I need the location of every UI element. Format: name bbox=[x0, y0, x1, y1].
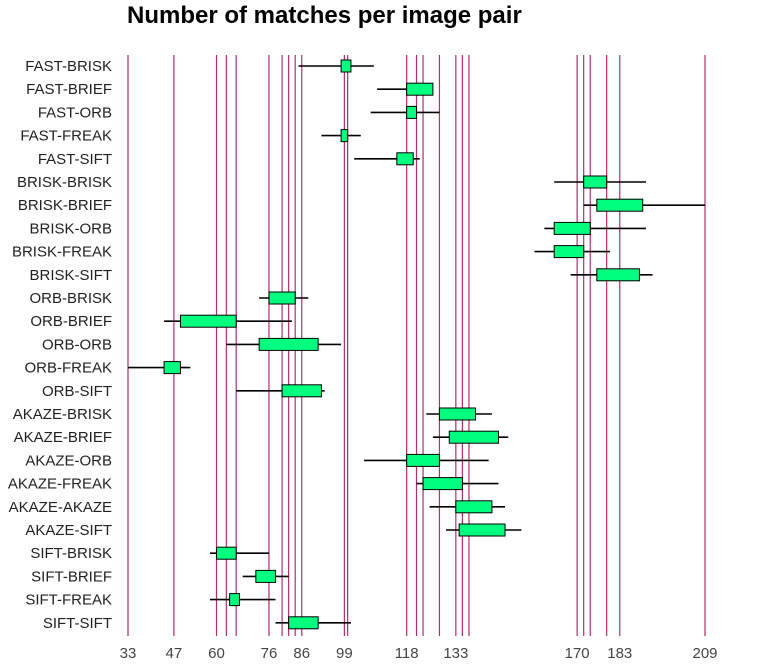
box bbox=[406, 105, 417, 119]
box bbox=[596, 268, 640, 282]
box-plot-item bbox=[426, 407, 492, 421]
x-tick-label: 33 bbox=[120, 645, 137, 662]
box-plot-item bbox=[209, 593, 276, 607]
box-plot-item bbox=[544, 221, 646, 235]
box-plot-item bbox=[554, 175, 646, 189]
category-label: ORB-BRIEF bbox=[30, 313, 112, 330]
box bbox=[406, 82, 434, 96]
box-plot-series bbox=[128, 59, 705, 630]
box-plot-item bbox=[275, 616, 351, 630]
chart-title: Number of matches per image pair bbox=[127, 2, 522, 29]
category-label: FAST-SIFT bbox=[38, 151, 112, 168]
box-plot-item bbox=[209, 546, 269, 560]
category-label: ORB-FREAK bbox=[24, 360, 112, 377]
box bbox=[553, 221, 591, 235]
category-label: FAST-BRISK bbox=[25, 58, 112, 75]
category-label: ORB-SIFT bbox=[42, 383, 112, 400]
category-label: BRISK-ORB bbox=[29, 220, 112, 237]
box bbox=[258, 337, 319, 351]
box-plot-item bbox=[416, 477, 499, 491]
category-label: BRISK-SIFT bbox=[29, 267, 112, 284]
box-plot-item bbox=[242, 569, 289, 583]
box bbox=[229, 593, 240, 607]
category-label: FAST-FREAK bbox=[20, 128, 112, 145]
box-plot-item bbox=[370, 105, 440, 119]
box-plot-item bbox=[321, 129, 361, 143]
reference-lines bbox=[127, 55, 706, 636]
box bbox=[583, 175, 608, 189]
category-label: AKAZE-SIFT bbox=[25, 522, 112, 539]
box-plot-item bbox=[534, 245, 610, 259]
box bbox=[179, 314, 237, 328]
box-plot-item bbox=[259, 291, 309, 305]
category-label: SIFT-BRIEF bbox=[31, 568, 112, 585]
x-tick-label: 183 bbox=[607, 645, 632, 662]
box-plot-item bbox=[354, 152, 420, 166]
box bbox=[216, 546, 237, 560]
category-label: AKAZE-ORB bbox=[25, 452, 112, 469]
category-label: SIFT-SIFT bbox=[43, 615, 112, 632]
x-axis-tick-labels: 33 47 60 76 86 99 118 133 170 183 209 bbox=[120, 645, 718, 662]
category-label: AKAZE-FREAK bbox=[8, 476, 112, 493]
box-plot-item bbox=[583, 198, 705, 212]
box-plot-item bbox=[164, 314, 292, 328]
category-label: ORB-ORB bbox=[42, 336, 112, 353]
box bbox=[422, 477, 463, 491]
category-label: AKAZE-AKAZE bbox=[9, 499, 112, 516]
box bbox=[396, 152, 414, 166]
x-tick-label: 76 bbox=[261, 645, 278, 662]
category-label: ORB-BRISK bbox=[29, 290, 112, 307]
x-tick-label: 170 bbox=[565, 645, 590, 662]
category-label: FAST-ORB bbox=[38, 104, 112, 121]
category-label: AKAZE-BRIEF bbox=[14, 429, 112, 446]
box-plot-item bbox=[570, 268, 653, 282]
category-label: BRISK-BRIEF bbox=[18, 197, 112, 214]
x-tick-label: 99 bbox=[336, 645, 353, 662]
category-label: BRISK-BRISK bbox=[17, 174, 112, 191]
box bbox=[255, 569, 277, 583]
box bbox=[455, 500, 493, 514]
x-tick-label: 86 bbox=[293, 645, 310, 662]
box bbox=[163, 361, 181, 375]
box-plot-item bbox=[364, 453, 489, 467]
box bbox=[406, 453, 440, 467]
x-tick-label: 133 bbox=[443, 645, 468, 662]
box bbox=[458, 523, 506, 537]
box-plot-item bbox=[128, 361, 191, 375]
box bbox=[288, 616, 319, 630]
box bbox=[281, 384, 322, 398]
box-plot-item bbox=[432, 430, 509, 444]
x-tick-label: 60 bbox=[208, 645, 225, 662]
box bbox=[340, 59, 352, 73]
x-tick-label: 209 bbox=[692, 645, 717, 662]
category-label: SIFT-BRISK bbox=[30, 545, 112, 562]
x-tick-label: 118 bbox=[395, 645, 419, 662]
box bbox=[596, 198, 644, 212]
box bbox=[438, 407, 477, 421]
category-label: AKAZE-BRISK bbox=[13, 406, 112, 423]
box bbox=[340, 129, 349, 143]
box-plot-item bbox=[226, 337, 342, 351]
box-plot-item bbox=[298, 59, 374, 73]
box-plot-item bbox=[446, 523, 522, 537]
box bbox=[553, 245, 585, 259]
box bbox=[448, 430, 499, 444]
box bbox=[268, 291, 296, 305]
box-plot-item bbox=[429, 500, 506, 514]
category-label: FAST-BRIEF bbox=[26, 81, 112, 98]
category-label: BRISK-FREAK bbox=[12, 244, 112, 261]
category-labels: FAST-BRISK FAST-BRIEF FAST-ORB FAST-FREAK FA… bbox=[8, 58, 112, 632]
category-label: SIFT-FREAK bbox=[25, 592, 112, 609]
box-plot-item bbox=[236, 384, 325, 398]
box-plot-item bbox=[377, 82, 434, 96]
x-tick-label: 47 bbox=[166, 645, 183, 662]
